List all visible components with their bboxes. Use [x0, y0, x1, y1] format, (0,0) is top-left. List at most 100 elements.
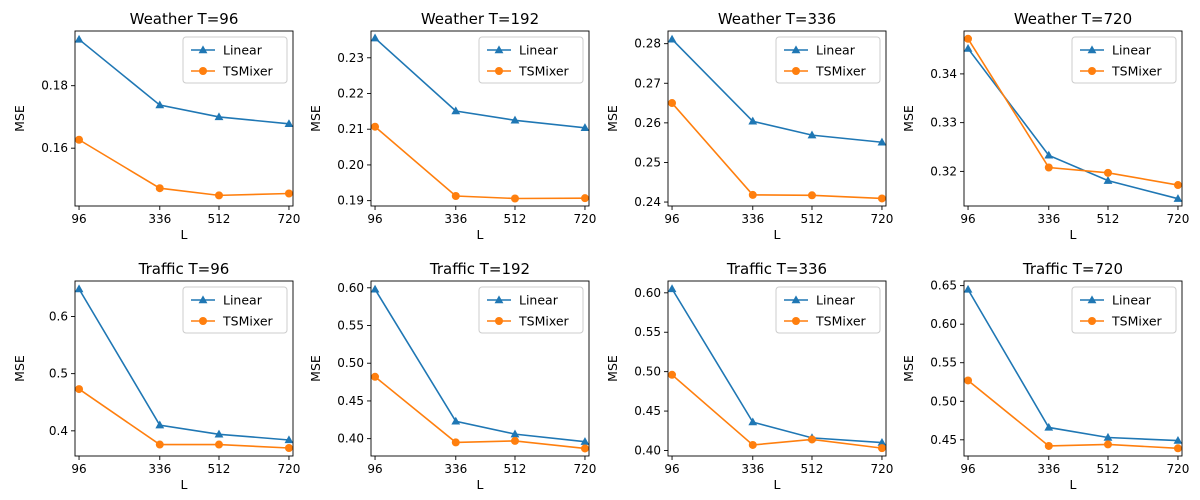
legend-label-tsmixer: TSMixer: [518, 314, 570, 329]
data-point-linear: [877, 137, 887, 146]
x-tick-label: 336: [741, 212, 764, 226]
data-point-tsmixer: [284, 189, 293, 198]
data-point-tsmixer: [1044, 163, 1053, 172]
data-point-linear: [667, 284, 677, 293]
legend: Linear TSMixer: [775, 36, 881, 84]
data-point-linear: [807, 130, 817, 139]
data-point-linear: [451, 106, 461, 115]
y-tick-label: 0.22: [337, 87, 364, 101]
chart-panel-2: Weather T=192 96 336 512 720 0.19 0.20 0.21 0.22…: [308, 10, 596, 242]
y-tick-label: 0.21: [337, 122, 364, 136]
axes-frame: [370, 30, 590, 207]
legend-marker-linear: [494, 295, 504, 304]
legend-label-tsmixer: TSMixer: [518, 64, 570, 79]
data-point-linear: [963, 284, 973, 293]
legend-label-linear: Linear: [519, 293, 559, 308]
x-tick-label: 512: [208, 462, 231, 476]
y-tick-label: 0.33: [930, 116, 957, 130]
data-point-tsmixer: [748, 440, 757, 449]
y-tick-label: 0.27: [634, 76, 661, 90]
legend-label-linear: Linear: [816, 293, 856, 308]
x-tick-label: 336: [1037, 462, 1060, 476]
legend-marker-linear: [1087, 295, 1097, 304]
data-point-linear: [963, 43, 973, 52]
data-point-tsmixer: [964, 376, 973, 385]
x-tick-label: 96: [71, 212, 86, 226]
series-line-linear: [78, 38, 290, 125]
axes-frame: [667, 280, 887, 457]
y-tick-label: 0.45: [930, 433, 957, 447]
legend-label-tsmixer: TSMixer: [222, 64, 274, 79]
y-tick-label: 0.60: [634, 286, 661, 300]
data-point-linear: [284, 435, 294, 444]
data-point-tsmixer: [1103, 168, 1112, 177]
chart-title: Weather T=336: [718, 10, 836, 28]
y-tick-label: 0.45: [634, 404, 661, 418]
x-tick-label: 336: [148, 212, 171, 226]
chart-panel-7: Traffic T=336 96 336 512 720 0.40 0.45 0.50 0.55…: [605, 260, 893, 492]
series-line-linear: [78, 288, 290, 441]
data-point-linear: [155, 420, 165, 429]
legend-marker-linear: [198, 295, 208, 304]
data-point-linear: [748, 417, 758, 426]
data-point-tsmixer: [580, 194, 589, 203]
x-tick-label: 96: [664, 462, 679, 476]
chart-title: Weather T=192: [421, 10, 539, 28]
data-point-tsmixer: [668, 99, 677, 108]
data-point-tsmixer: [668, 370, 677, 379]
data-point-tsmixer: [155, 184, 164, 193]
chart-panel-4: Weather T=720 96 336 512 720 0.32 0.33 0.34 L MSE…: [901, 10, 1189, 242]
y-tick-label: 0.20: [337, 158, 364, 172]
legend: Linear TSMixer: [775, 286, 881, 334]
legend-label-linear: Linear: [223, 43, 263, 58]
x-axis-label: L: [1070, 477, 1077, 492]
data-point-tsmixer: [75, 135, 84, 144]
x-tick-label: 336: [1037, 212, 1060, 226]
data-point-tsmixer: [807, 435, 816, 444]
x-tick-label: 96: [367, 212, 382, 226]
x-tick-label: 96: [367, 462, 382, 476]
chart-panel-6: Traffic T=192 96 336 512 720 0.40 0.45 0.50 0.55…: [308, 260, 596, 492]
chart-panel-3: Weather T=336 96 336 512 720 0.24 0.25 0.26 0.27…: [605, 10, 893, 242]
x-tick-label: 720: [1167, 212, 1190, 226]
x-tick-label: 512: [1097, 212, 1120, 226]
data-point-tsmixer: [371, 372, 380, 381]
y-tick-label: 0.50: [337, 356, 364, 370]
chart-title: Weather T=96: [130, 10, 239, 28]
x-tick-label: 512: [1097, 462, 1120, 476]
legend-label-linear: Linear: [223, 293, 263, 308]
x-tick-label: 512: [801, 462, 824, 476]
x-axis-label: L: [181, 227, 188, 242]
series-line-tsmixer: [374, 126, 585, 200]
x-tick-label: 96: [960, 212, 975, 226]
data-point-linear: [214, 429, 224, 438]
y-tick-label: 0.34: [930, 67, 957, 81]
legend: Linear TSMixer: [1071, 286, 1177, 334]
legend-label-tsmixer: TSMixer: [1111, 64, 1163, 79]
chart-title: Traffic T=336: [726, 260, 827, 278]
legend-label-tsmixer: TSMixer: [815, 314, 867, 329]
legend-label-linear: Linear: [519, 43, 559, 58]
y-tick-label: 0.60: [337, 281, 364, 295]
y-tick-label: 0.5: [49, 367, 68, 381]
data-point-linear: [74, 284, 84, 293]
legend-marker-linear: [494, 45, 504, 54]
chart-title: Traffic T=192: [429, 260, 530, 278]
data-point-linear: [370, 284, 380, 293]
x-tick-label: 720: [574, 462, 597, 476]
y-tick-label: 0.55: [337, 319, 364, 333]
chart-panel-1: Weather T=96 96 336 512 720 0.16 0.18 L MSE Linea…: [12, 10, 300, 242]
axes-frame: [963, 280, 1183, 457]
data-point-tsmixer: [1044, 441, 1053, 450]
data-point-tsmixer: [964, 34, 973, 43]
x-tick-label: 720: [1167, 462, 1190, 476]
data-point-tsmixer: [580, 444, 589, 453]
series-line-tsmixer: [967, 38, 1179, 186]
x-tick-label: 720: [278, 212, 301, 226]
data-point-linear: [155, 100, 165, 109]
legend-marker-tsmixer: [495, 317, 503, 325]
data-point-linear: [1173, 194, 1183, 202]
y-tick-label: 0.23: [337, 51, 364, 65]
y-axis-label: MSE: [605, 355, 620, 382]
legend-label-tsmixer: TSMixer: [222, 314, 274, 329]
